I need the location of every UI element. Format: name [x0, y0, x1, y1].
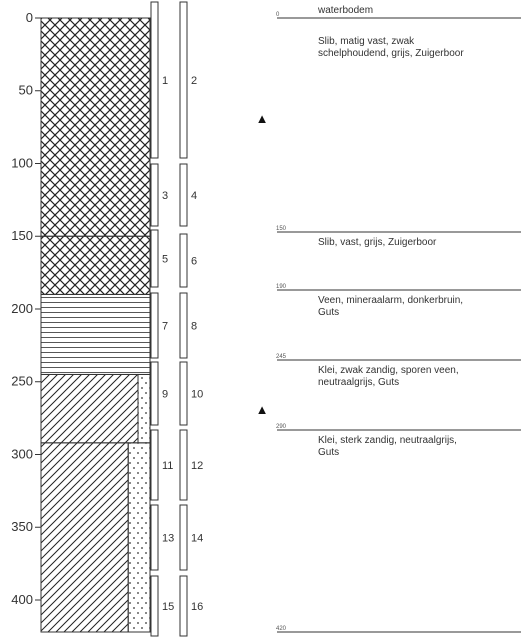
right-sample-label: 4	[191, 190, 197, 202]
lithology-layer	[40, 235, 151, 295]
right-sample-box	[179, 292, 188, 359]
layer-description-text: Klei, zwak zandig, sporen veen,	[318, 365, 459, 376]
layer-description-text: schelphoudend, grijs, Zuigerboor	[318, 48, 464, 59]
left-sample-label: 9	[162, 389, 168, 401]
depth-tick-label: 50	[19, 83, 33, 98]
water-level-marker-icon: ▲	[256, 402, 269, 417]
right-sample-box	[179, 1, 188, 159]
left-sample-label: 3	[162, 190, 168, 202]
left-sample-label: 11	[162, 460, 173, 472]
right-sample-label: 16	[191, 601, 203, 613]
right-sample-box	[179, 429, 188, 501]
left-sample-box	[150, 229, 159, 288]
layer-description-text: Slib, vast, grijs, Zuigerboor	[318, 237, 437, 248]
left-sample-box	[150, 1, 159, 159]
left-sample-label: 1	[162, 75, 168, 87]
depth-tick-label: 200	[11, 301, 33, 316]
left-sample-label: 5	[162, 254, 168, 266]
layer-description-text: Slib, matig vast, zwak	[318, 36, 415, 47]
layer-description-text: neutraalgrijs, Guts	[318, 377, 399, 388]
right-sample-label: 10	[191, 389, 203, 401]
depth-tick-label: 0	[26, 10, 33, 25]
depth-tick-label: 100	[11, 155, 33, 170]
left-sample-box	[150, 292, 159, 359]
sand-fraction-band	[127, 442, 151, 633]
water-level-marker-icon: ▲	[256, 111, 269, 126]
boundary-depth-label: 420	[276, 626, 287, 632]
right-sample-label: 14	[191, 533, 203, 545]
left-sample-label: 7	[162, 321, 168, 333]
lithology-layer	[40, 373, 139, 444]
left-sample-box	[150, 361, 159, 426]
right-sample-label: 6	[191, 256, 197, 268]
left-sample-box	[150, 163, 159, 227]
right-sample-box	[179, 361, 188, 426]
layer-descriptions: 0 waterbodem Slib, matig vast, zwakschelph…	[276, 5, 521, 633]
depth-tick-label: 300	[11, 446, 33, 461]
depth-tick-label: 400	[11, 592, 33, 607]
layer-description-text: Guts	[318, 447, 339, 458]
depth-tick-label: 250	[11, 374, 33, 389]
right-sample-label: 2	[191, 75, 197, 87]
left-sample-box	[150, 575, 159, 637]
boundary-depth-label: 245	[276, 354, 287, 360]
layer-description-text: Klei, sterk zandig, neutraalgrijs,	[318, 435, 457, 446]
boundary-depth-label: 0	[276, 12, 280, 18]
layer-description-text: Guts	[318, 307, 339, 318]
sand-fraction-band	[137, 373, 151, 444]
boundary-depth-label: 150	[276, 226, 287, 232]
depth-tick-label: 150	[11, 228, 33, 243]
layer-description-text: waterbodem	[317, 5, 373, 16]
depth-axis: 0 50 100 150 200 250 300 350 400	[11, 10, 42, 632]
water-level-markers: ▲▲	[256, 111, 269, 417]
left-sample-label: 15	[162, 601, 174, 613]
boundary-depth-label: 190	[276, 284, 287, 290]
right-sample-box	[179, 233, 188, 288]
right-sample-box	[179, 163, 188, 227]
right-sample-box	[179, 575, 188, 637]
right-sample-label: 8	[191, 321, 197, 333]
right-sample-box	[179, 504, 188, 571]
depth-tick-label: 350	[11, 519, 33, 534]
lithology-layer	[40, 17, 151, 237]
right-sample-label: 12	[191, 460, 203, 472]
left-sample-label: 13	[162, 533, 174, 545]
lithology-layer	[40, 293, 151, 375]
lithology-layer	[40, 442, 129, 633]
left-sample-box	[150, 504, 159, 571]
boundary-depth-label: 290	[276, 424, 287, 430]
left-sample-box	[150, 429, 159, 501]
lithology-column	[40, 17, 151, 633]
layer-description-text: Veen, mineraalarm, donkerbruin,	[318, 295, 463, 306]
